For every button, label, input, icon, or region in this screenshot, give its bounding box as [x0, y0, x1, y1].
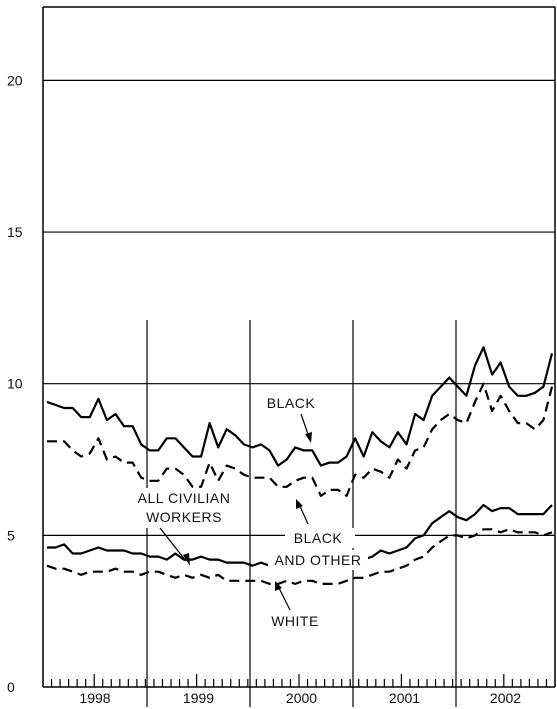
- annotation-bg: [265, 612, 325, 632]
- series-line-0: [46, 346, 554, 467]
- annotation-white: WHITE: [271, 613, 319, 629]
- annotation-black-arrowhead: [305, 432, 312, 443]
- annotation-all-civilian-line1: ALL CIVILIAN: [138, 490, 231, 506]
- x-tick-label: 2000: [286, 690, 317, 706]
- y-tick-label: 5: [7, 527, 15, 543]
- series-lines: [46, 346, 554, 585]
- annotation-black-and-other-arrowhead: [296, 499, 303, 509]
- annotation-black: BLACK: [267, 395, 316, 411]
- annotation-black-and-other-arrow: [298, 503, 309, 525]
- x-tick-label: 2001: [389, 690, 420, 706]
- x-tick-label: 1998: [79, 690, 110, 706]
- series-line-3: [46, 528, 553, 585]
- annotation-black-and-other-line2: AND OTHER: [275, 552, 362, 568]
- series-line-1: [47, 382, 554, 497]
- y-tick-label: 0: [7, 679, 15, 695]
- y-tick-label: 10: [7, 376, 23, 392]
- annotation-white-arrow: [277, 585, 291, 611]
- annotation-bg: [285, 528, 355, 548]
- annotation-black-and-other-line1: BLACK: [294, 530, 343, 546]
- annotation-bg: [268, 550, 368, 570]
- annotations: BLACK BLACK AND OTHER ALL CIVILIAN WORKE…: [128, 392, 368, 632]
- annotation-all-civilian-arrow: [159, 527, 187, 562]
- annotation-bg: [263, 392, 319, 412]
- x-tick-label: 1999: [183, 690, 214, 706]
- annotation-all-civilian-line2: WORKERS: [146, 509, 222, 525]
- axes: 0 5 10 15 20 1998 1999 2000 2001 2002: [7, 6, 556, 706]
- x-tick-label: 2002: [490, 690, 521, 706]
- annotation-white-arrowhead: [275, 581, 282, 591]
- y-tick-label: 20: [7, 72, 23, 88]
- annotation-bg: [128, 488, 240, 528]
- annotation-all-civilian-arrowhead: [183, 553, 190, 566]
- y-tick-label: 15: [7, 224, 23, 240]
